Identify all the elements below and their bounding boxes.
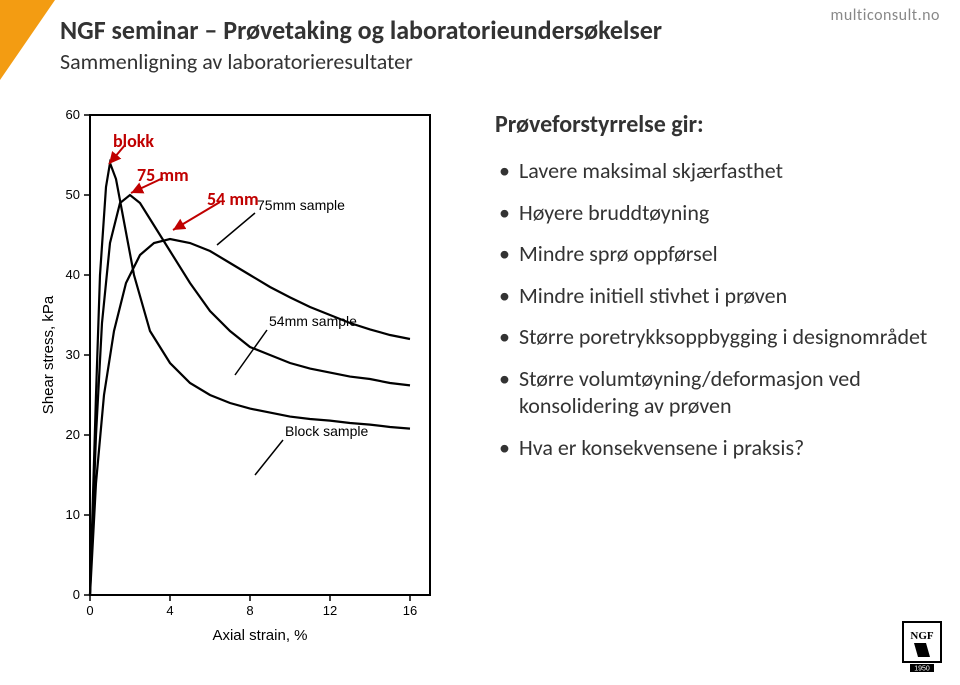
chart-annotation: 54 mm [207,188,259,210]
list-item: Mindre sprø oppførsel [495,240,930,268]
svg-text:10: 10 [66,507,80,522]
svg-text:0: 0 [86,603,93,618]
svg-text:30: 30 [66,347,80,362]
svg-text:NGF: NGF [910,630,934,642]
list-item: Større poretrykksoppbygging i designområ… [495,323,930,351]
svg-text:8: 8 [246,603,253,618]
svg-text:1950: 1950 [914,666,930,673]
svg-text:16: 16 [403,603,417,618]
svg-text:Block sample: Block sample [285,423,368,439]
list-item: Høyere bruddtøyning [495,199,930,227]
list-item: Hva er konsekvensene i praksis? [495,434,930,462]
list-item: Lavere maksimal skjærfasthet [495,157,930,185]
page-subtitle: Sammenligning av laboratorieresultater [60,48,920,75]
content-row: 0 10 20 30 40 50 60 0 4 8 12 16 Axial strain, % Sh… [35,100,930,665]
page-title: NGF seminar – Prøvetaking og laboratorie… [60,14,920,46]
chart-annotation: blokk [113,130,154,152]
svg-text:0: 0 [73,587,80,602]
accent-triangle [0,0,55,80]
svg-text:54mm sample: 54mm sample [269,313,357,329]
chart-panel: 0 10 20 30 40 50 60 0 4 8 12 16 Axial strain, % Sh… [35,100,455,655]
svg-text:Axial strain, %: Axial strain, % [212,627,307,644]
list-item: Større volumtøyning/deformasjon ved kons… [495,365,930,420]
list-heading: Prøveforstyrrelse gir: [495,110,930,139]
header: NGF seminar – Prøvetaking og laboratorie… [60,14,920,75]
svg-text:50: 50 [66,187,80,202]
svg-text:40: 40 [66,267,80,282]
svg-text:75mm sample: 75mm sample [257,197,345,213]
list-item: Mindre initiell stivhet i prøven [495,282,930,310]
svg-text:60: 60 [66,107,80,122]
svg-text:4: 4 [166,603,173,618]
chart-svg: 0 10 20 30 40 50 60 0 4 8 12 16 Axial strain, % Sh… [35,100,455,655]
bullet-column: Prøveforstyrrelse gir: Lavere maksimal s… [455,100,930,665]
bullet-list: Lavere maksimal skjærfasthet Høyere brudd… [495,157,930,461]
chart-annotation: 75 mm [137,164,189,186]
svg-text:12: 12 [323,603,337,618]
svg-text:Shear stress, kPa: Shear stress, kPa [40,295,57,414]
svg-text:20: 20 [66,427,80,442]
ngf-logo: NGF 1950 [902,621,942,673]
